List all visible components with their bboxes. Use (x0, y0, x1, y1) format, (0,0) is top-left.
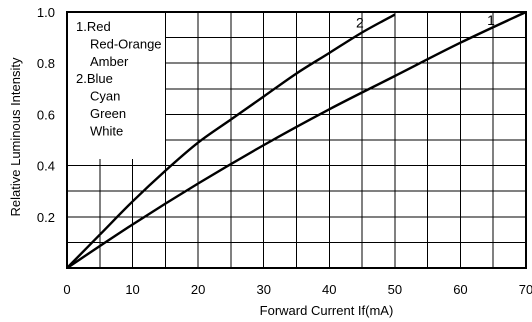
y-tick-label: 0.4 (37, 159, 55, 174)
x-tick-label: 10 (125, 282, 139, 297)
x-tick-label: 50 (388, 282, 402, 297)
legend-entry: 2.Blue (76, 71, 113, 86)
series-label-1: 1 (487, 12, 495, 28)
y-tick-label: 1.0 (37, 5, 55, 20)
x-tick-label: 40 (322, 282, 336, 297)
x-tick-labels: 0 10 20 30 40 50 60 70 (63, 282, 532, 297)
grid (67, 12, 526, 268)
legend-entry: White (90, 123, 123, 138)
x-tick-label: 70 (519, 282, 532, 297)
series-line-2 (66, 13, 396, 269)
legend-entry: 1.Red (76, 19, 111, 34)
y-axis-title: Relative Luminous Intensity (8, 57, 23, 216)
x-tick-label: 20 (191, 282, 205, 297)
y-tick-label: 0.2 (37, 210, 55, 225)
series-label-2: 2 (356, 15, 364, 31)
plot-frame (66, 11, 527, 269)
legend-box (68, 13, 165, 159)
y-tick-label: 0.8 (37, 56, 55, 71)
legend-entry: Cyan (90, 89, 120, 104)
x-axis-title: Forward Current If(mA) (260, 303, 394, 318)
series-curves (66, 10, 527, 269)
series-line-1 (66, 10, 527, 269)
x-tick-label: 30 (256, 282, 270, 297)
legend-entry: Green (90, 106, 126, 121)
x-tick-label: 60 (453, 282, 467, 297)
y-tick-labels: 0.2 0.4 0.6 0.8 1.0 (37, 5, 55, 225)
x-tick-label: 0 (63, 282, 70, 297)
legend: 1.Red Red-Orange Amber 2.Blue Cyan Green White (76, 19, 162, 138)
curve-labels: 12 (356, 12, 495, 31)
legend-entry: Amber (90, 54, 129, 69)
y-tick-label: 0.6 (37, 107, 55, 122)
legend-entry: Red-Orange (90, 36, 162, 51)
